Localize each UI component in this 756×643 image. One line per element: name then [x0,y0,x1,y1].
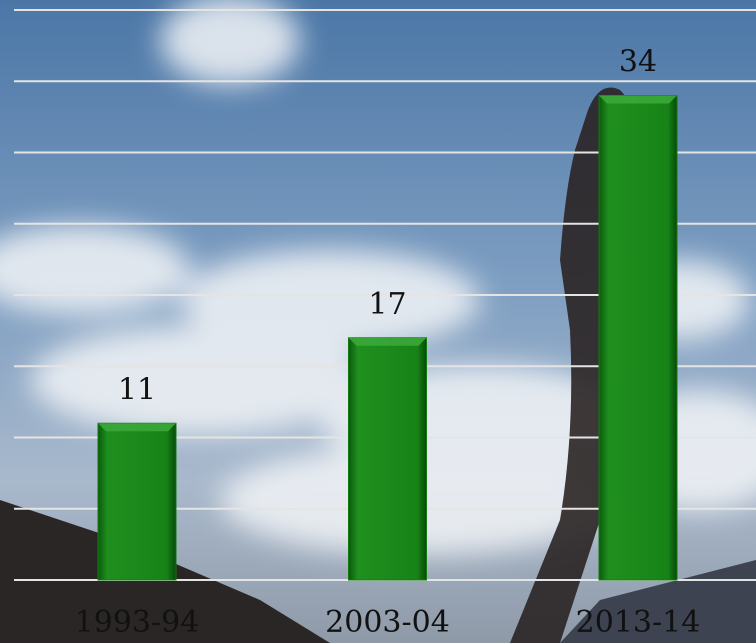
bar-bevel [599,95,677,104]
bar-bevel [98,423,176,432]
bar [97,422,177,581]
x-tick-label: 2003-04 [325,605,450,640]
plot-area: 11 1993-94 17 2003-04 34 2013-14 [14,9,756,640]
x-tick-label: 2013-14 [576,605,701,640]
data-label: 17 [368,287,406,322]
data-label: 34 [619,45,657,80]
bar [348,337,427,581]
data-label: 11 [118,372,156,407]
x-tick-label: 1993-94 [75,605,200,640]
bar-bevel [348,337,427,346]
bar [598,95,678,581]
